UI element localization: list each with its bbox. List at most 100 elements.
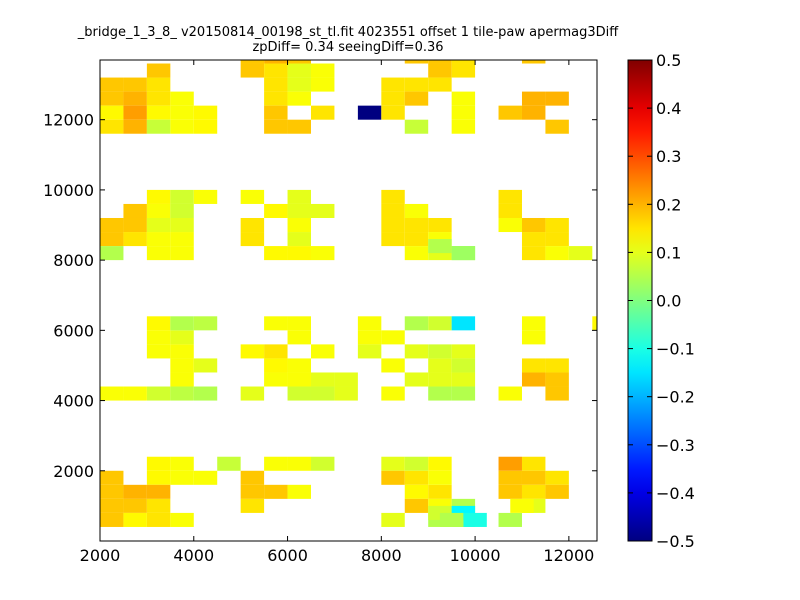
heatmap-cell [100,77,124,92]
heatmap-cell [193,119,218,134]
heatmap-cell [545,119,569,134]
heatmap-cell [193,358,218,373]
heatmap-cell [498,105,522,120]
heatmap-cell [264,105,288,120]
heatmap-cell [521,470,546,485]
heatmap-cell [381,358,405,373]
heatmap-cell [170,232,194,247]
heatmap-cell [381,232,405,247]
heatmap-cell [498,189,522,204]
heatmap-cell [287,91,311,106]
heatmap-cell [310,77,335,92]
heatmap-cell [287,330,311,345]
heatmap-cell [100,470,124,485]
heatmap-cell [264,484,288,499]
colorbar-tick-label: −0.2 [656,388,695,407]
heatmap-cell [146,344,171,359]
y-tick-label: 8000 [53,251,94,270]
heatmap-cell [170,189,194,204]
heatmap-cell [310,63,335,78]
heatmap-cell [404,344,429,359]
heatmap-cell [170,456,194,471]
heatmap-cell [334,372,358,387]
heatmap-cell [123,498,147,513]
heatmap-cell [381,330,405,345]
heatmap-cell [404,484,429,499]
heatmap-cell [146,189,171,204]
heatmap-cell [545,246,569,261]
heatmap-cell [521,105,546,120]
heatmap-cell [498,456,522,471]
heatmap-cell [170,344,194,359]
heatmap-cell [287,246,311,261]
heatmap-cell [287,217,311,233]
heatmap-cell [100,217,124,233]
heatmap-cell [404,316,429,331]
heatmap-cell [100,512,124,527]
heatmap-cell [451,372,476,387]
heatmap-cell [146,63,171,78]
heatmap-cell [521,91,546,106]
heatmap-cell [170,358,194,373]
heatmap-cell [310,456,335,471]
heatmap-cell [123,217,147,233]
heatmap-cell [428,358,452,373]
colorbar-tick-label: −0.5 [656,532,695,551]
x-tick-label: 12000 [543,546,594,565]
heatmap-cell [451,91,476,106]
heatmap-cell [451,344,476,359]
heatmap-cell [381,91,405,106]
colorbar-tick-label: −0.1 [656,340,695,359]
heatmap-cell [170,105,194,120]
heatmap-cell [146,246,171,261]
heatmap-cell [428,372,452,387]
y-tick-label: 2000 [53,462,94,481]
heatmap-cell [123,77,147,92]
heatmap-cell [545,217,569,233]
heatmap-cell [428,316,452,331]
heatmap-cell [521,316,546,331]
heatmap-cells [100,60,597,527]
heatmap-cell [428,344,452,359]
heatmap-cell [170,246,194,261]
colorbar-tick-label: 0.0 [656,292,681,311]
heatmap-cell [100,484,124,499]
heatmap-cell [357,105,382,120]
heatmap-cell [287,358,311,373]
x-tick-label: 8000 [361,546,402,565]
heatmap-cell [545,470,569,485]
colorbar-tick-label: 0.5 [656,51,681,70]
heatmap-cell [287,203,311,218]
heatmap-cell [521,232,546,247]
heatmap-cell [428,77,452,92]
heatmap-cell [287,316,311,331]
heatmap-cell [498,217,522,233]
heatmap-cell [521,330,546,345]
heatmap-cell [381,77,405,92]
heatmap-cell [240,232,265,247]
heatmap-cell [404,203,429,218]
heatmap-cell [498,386,522,401]
heatmap-cell [146,316,171,331]
heatmap-cell [451,60,476,64]
heatmap-cell [170,217,194,233]
heatmap-cell [404,119,429,134]
heatmap-cell [545,358,569,373]
colorbar-tick-label: −0.3 [656,436,695,455]
heatmap-cell [521,60,546,64]
heatmap-cell [193,316,218,331]
heatmap-cell [287,77,311,92]
heatmap-cell [381,105,405,120]
heatmap-cell [146,512,171,527]
heatmap-cell [146,105,171,120]
heatmap-cell [170,512,194,527]
heatmap-cell [193,386,218,401]
heatmap-cell [498,470,522,485]
heatmap-cell [193,189,218,204]
heatmap-cell [240,386,265,401]
heatmap-cell [264,246,288,261]
heatmap-cell [334,386,358,401]
heatmap-cell [428,60,452,64]
colorbar-tick-label: −0.4 [656,484,695,503]
